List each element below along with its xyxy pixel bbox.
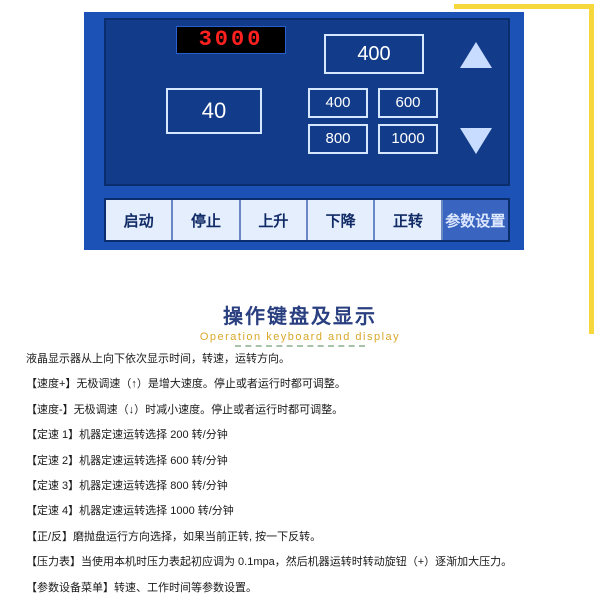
heading-cn: 操作键盘及显示 xyxy=(0,300,600,329)
body-text: 液晶显示器从上向下依次显示时间，转速，运转方向。 【速度+】无极调速（↑）是增大… xyxy=(26,352,574,606)
text-line: 【速度-】无极调速（↓）时减小速度。停止或者运行时都可调整。 xyxy=(26,403,574,418)
preset-1-button[interactable]: 400 xyxy=(308,88,368,118)
up-button[interactable]: 上升 xyxy=(241,200,308,240)
arrow-down-icon[interactable] xyxy=(460,128,492,154)
forward-button[interactable]: 正转 xyxy=(375,200,442,240)
text-line: 【压力表】当使用本机时压力表起初应调为 0.1mpa，然后机器运转时转动旋钮（+… xyxy=(26,555,574,570)
text-line: 液晶显示器从上向下依次显示时间，转速，运转方向。 xyxy=(26,352,574,367)
preset-4-button[interactable]: 1000 xyxy=(378,124,438,154)
heading-underline xyxy=(235,345,365,347)
text-line: 【定速 1】机器定速运转选择 200 转/分钟 xyxy=(26,428,574,443)
text-line: 【定速 3】机器定速运转选择 800 转/分钟 xyxy=(26,479,574,494)
text-line: 【定速 4】机器定速运转选择 1000 转/分钟 xyxy=(26,504,574,519)
heading-en: Operation keyboard and display xyxy=(0,331,600,343)
stop-button[interactable]: 停止 xyxy=(173,200,240,240)
text-line: 【定速 2】机器定速运转选择 600 转/分钟 xyxy=(26,454,574,469)
value-box-main: 400 xyxy=(324,34,424,74)
text-line: 【参数设备菜单】转速、工作时间等参数设置。 xyxy=(26,581,574,596)
arrow-up-icon[interactable] xyxy=(460,42,492,68)
text-line: 【正/反】磨抛盘运行方向选择，如果当前正转, 按一下反转。 xyxy=(26,530,574,545)
section-heading: 操作键盘及显示 Operation keyboard and display xyxy=(0,300,600,347)
preset-2-button[interactable]: 600 xyxy=(378,88,438,118)
control-panel: 3000 40 400 400 600 800 1000 启动 停止 上升 下降… xyxy=(84,12,524,250)
down-button[interactable]: 下降 xyxy=(308,200,375,240)
led-readout: 3000 xyxy=(176,26,286,54)
button-bar: 启动 停止 上升 下降 正转 参数设置 xyxy=(104,198,510,242)
lcd-screen: 3000 40 400 400 600 800 1000 xyxy=(104,18,510,186)
value-box-speed: 40 xyxy=(166,88,262,134)
text-line: 【速度+】无极调速（↑）是增大速度。停止或者运行时都可调整。 xyxy=(26,377,574,392)
preset-3-button[interactable]: 800 xyxy=(308,124,368,154)
start-button[interactable]: 启动 xyxy=(106,200,173,240)
settings-button[interactable]: 参数设置 xyxy=(443,200,508,240)
